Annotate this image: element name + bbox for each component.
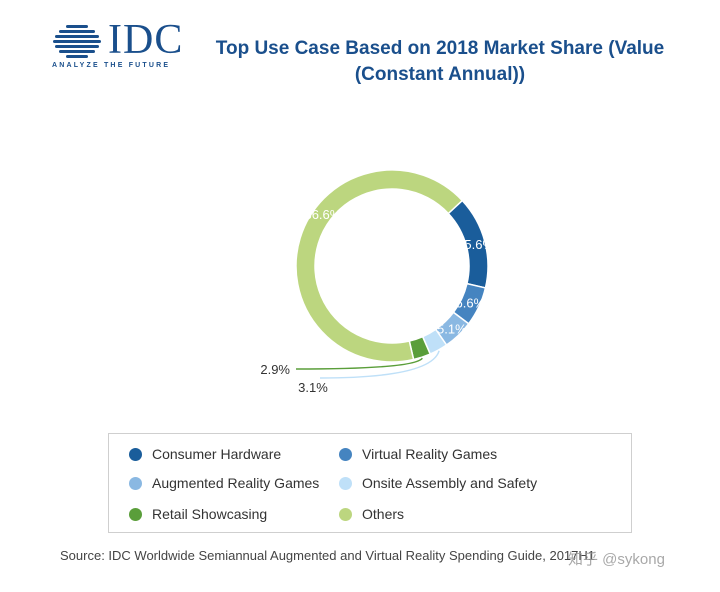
legend-label: Virtual Reality Games	[362, 446, 498, 462]
data-label-others: 66.6%	[304, 207, 341, 222]
data-label-augmented-reality-games: 5.1%	[437, 321, 467, 336]
logo-text: IDC	[108, 17, 184, 63]
slice-others	[295, 169, 464, 363]
legend-item-virtual-reality-games: Virtual Reality Games	[339, 446, 497, 462]
source-note: Source: IDC Worldwide Semiannual Augment…	[60, 548, 596, 563]
legend-label: Retail Showcasing	[152, 506, 268, 522]
legend-swatch	[129, 447, 142, 461]
legend-swatch	[339, 476, 352, 490]
chart-title: Top Use Case Based on 2018 Market Share …	[190, 36, 690, 88]
legend-item-others: Others	[339, 506, 404, 522]
data-label-onsite-assembly-safety: 3.1%	[298, 380, 328, 395]
legend-label: Others	[362, 506, 405, 522]
logo-tagline: ANALYZE THE FUTURE	[52, 62, 171, 69]
leader-line-retail-showcasing	[295, 357, 423, 370]
legend-swatch	[129, 476, 142, 490]
legend-swatch	[339, 447, 352, 461]
chart-title-line1: Top Use Case Based on 2018 Market Share …	[215, 38, 665, 59]
legend-label: Augmented Reality Games	[152, 475, 320, 491]
leader-line-onsite-assembly-safety	[319, 350, 440, 379]
legend-item-augmented-reality-games: Augmented Reality Games	[129, 475, 319, 491]
legend-item-consumer-hardware: Consumer Hardware	[129, 446, 281, 462]
legend-label: Onsite Assembly and Safety	[362, 475, 538, 491]
idc-logo: IDC ANALYZE THE FUTURE	[52, 17, 192, 76]
chart-legend: Consumer Hardware Virtual Reality Games Au…	[108, 433, 632, 533]
data-label-consumer-hardware: 15.6%	[457, 237, 494, 252]
data-label-retail-showcasing: 2.9%	[260, 362, 290, 377]
chart-title-line2: (Constant Annual))	[354, 64, 526, 85]
legend-swatch	[129, 507, 142, 521]
legend-item-onsite-assembly-safety: Onsite Assembly and Safety	[339, 475, 537, 491]
legend-item-retail-showcasing: Retail Showcasing	[129, 506, 267, 522]
globe-icon	[53, 25, 101, 58]
legend-label: Consumer Hardware	[152, 446, 282, 462]
legend-swatch	[339, 507, 352, 521]
data-label-virtual-reality-games: 6.6%	[456, 296, 486, 311]
watermark: 知乎 @sykong	[568, 551, 665, 568]
